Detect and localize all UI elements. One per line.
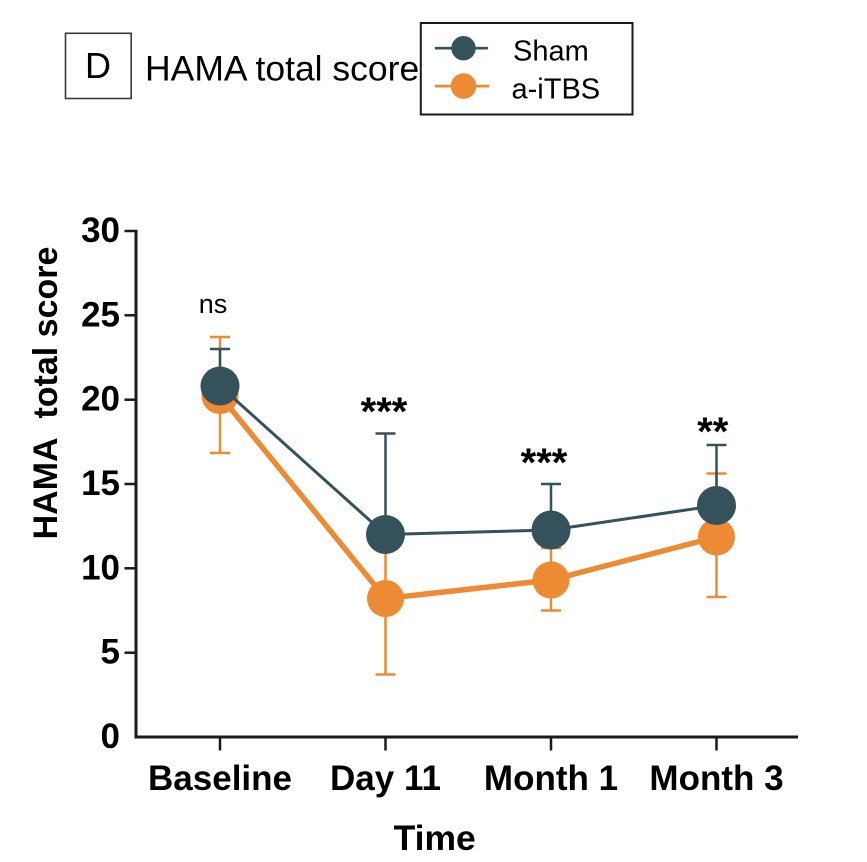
svg-text:0: 0 — [101, 717, 120, 756]
svg-text:a-iTBS: a-iTBS — [512, 74, 601, 106]
svg-text:10: 10 — [81, 548, 120, 587]
svg-text:15: 15 — [81, 464, 120, 503]
svg-text:30: 30 — [81, 211, 120, 250]
svg-text:25: 25 — [81, 295, 120, 334]
svg-text:20: 20 — [81, 380, 120, 419]
svg-text:Month 3: Month 3 — [649, 759, 783, 798]
svg-text:**: ** — [697, 410, 729, 454]
svg-text:***: *** — [361, 390, 408, 434]
svg-text:***: *** — [521, 441, 568, 485]
svg-text:5: 5 — [101, 633, 120, 672]
svg-text:Day 11: Day 11 — [330, 759, 441, 798]
svg-text:Sham: Sham — [513, 36, 589, 68]
svg-text:HAMA total score: HAMA total score — [145, 49, 419, 89]
svg-text:Month 1: Month 1 — [484, 759, 618, 798]
svg-text:ns: ns — [199, 289, 228, 319]
svg-text:Baseline: Baseline — [148, 759, 292, 798]
svg-text:HAMA total score: HAMA total score — [27, 247, 65, 540]
svg-text:Time: Time — [394, 818, 476, 858]
svg-text:D: D — [85, 45, 111, 86]
